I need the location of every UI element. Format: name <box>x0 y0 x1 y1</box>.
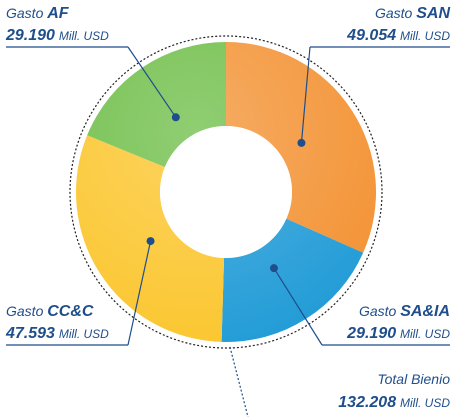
value-label: 29.190 <box>346 325 396 342</box>
leader-dot <box>146 237 155 246</box>
slice-value: 47.593 Mill. USD <box>5 325 109 342</box>
value-label: 47.593 <box>5 325 55 342</box>
unit: Mill. USD <box>59 327 109 341</box>
slice-label: Gasto SAN <box>375 5 450 22</box>
outline <box>69 35 383 349</box>
category: CC&C <box>47 303 94 320</box>
leader-dot <box>297 138 306 147</box>
unit: Mill. USD <box>400 29 450 43</box>
category: AF <box>46 5 70 22</box>
sheen <box>76 42 376 342</box>
unit: Mill. USD <box>59 29 109 43</box>
slice-value: 29.190 Mill. USD <box>5 27 109 44</box>
leader-dot <box>269 264 278 273</box>
unit: Mill. USD <box>400 327 450 341</box>
slice-value: 29.190 Mill. USD <box>346 325 450 342</box>
label-prefix: Gasto <box>6 5 44 21</box>
leader <box>127 240 152 346</box>
total-unit: Mill. USD <box>400 396 450 410</box>
value-label: 29.190 <box>5 27 55 44</box>
leader-dot <box>171 113 180 122</box>
slice-label: Gasto SA&IA <box>359 303 450 320</box>
leader <box>273 267 323 346</box>
category: SA&IA <box>400 303 450 320</box>
total-value: 132.208 Mill. USD <box>338 394 450 411</box>
slice-label: Gasto CC&C <box>6 303 94 320</box>
label-prefix: Gasto <box>6 303 44 319</box>
total-number: 132.208 <box>338 394 396 411</box>
category: SAN <box>416 5 450 22</box>
slice-value: 49.054 Mill. USD <box>346 27 450 44</box>
label-prefix: Gasto <box>359 303 397 319</box>
label-prefix: Gasto <box>375 5 413 21</box>
total-title: Total Bienio <box>377 371 450 387</box>
total-leader <box>229 346 249 417</box>
slice-label: Gasto AF <box>6 5 70 22</box>
value-label: 49.054 <box>346 27 396 44</box>
leader <box>300 46 311 143</box>
leader <box>127 46 177 118</box>
